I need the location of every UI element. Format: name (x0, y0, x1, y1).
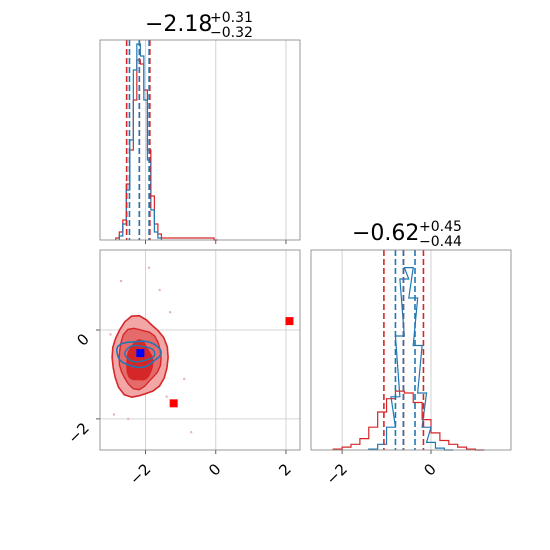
histogram-blue-param2 (368, 267, 454, 451)
histogram-blue-param1 (118, 43, 163, 240)
scatter-point-3 (165, 395, 168, 398)
histogram-red-param1 (115, 59, 218, 241)
tick-label-joint-x-1: 0 (205, 460, 224, 479)
scatter-point-0 (112, 413, 116, 416)
tick-label-joint-y-0: −2 (64, 419, 92, 447)
panel-frame-param2 (310, 249, 512, 451)
panel-frame-joint (99, 249, 301, 451)
scatter-point-9 (183, 377, 186, 381)
contour-blue-inner (123, 344, 156, 363)
scatter-point-5 (109, 333, 112, 336)
scatter-point-6 (147, 266, 151, 269)
scatter-point-1 (158, 288, 161, 292)
tick-label-joint-x-2: 2 (275, 460, 294, 479)
tick-label-hist2-x-1: 0 (420, 460, 439, 479)
tick-label-hist2-x-0: −2 (323, 460, 351, 488)
marker-red-0 (169, 399, 178, 408)
histogram-panel-param1 (99, 39, 301, 244)
title-param1-lower: −0.32 (210, 25, 253, 41)
tick-label-joint-y-1: 0 (73, 330, 92, 349)
title-param1-median: −2.18 (145, 12, 212, 37)
histogram-red-param2 (332, 390, 485, 451)
joint-panel (96, 249, 301, 454)
tick-label-joint-x-0: −2 (126, 460, 154, 488)
scatter-point-8 (168, 311, 172, 314)
marker-red-1 (285, 317, 294, 326)
scatter-point-2 (119, 279, 123, 283)
scatter-point-4 (190, 431, 193, 434)
title-param2-lower: −0.44 (419, 234, 462, 250)
histogram-panel-param2 (310, 249, 512, 454)
contour-red-inner (126, 339, 154, 381)
panel-frame-param1 (99, 39, 301, 241)
title-param1-upper: +0.31 (210, 10, 253, 26)
title-param2-median: −0.62 (352, 221, 419, 246)
marker-blue (136, 349, 145, 358)
title-param2-upper: +0.45 (419, 219, 462, 235)
contour-blue-outer (115, 340, 163, 369)
scatter-point-7 (126, 417, 130, 421)
